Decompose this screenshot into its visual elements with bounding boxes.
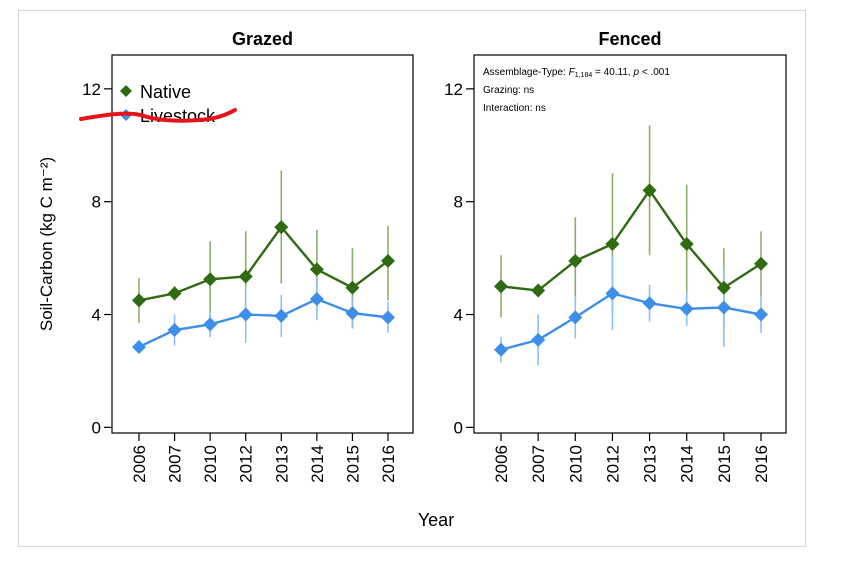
fenced-x-tick-label: 2015 xyxy=(715,445,734,483)
fenced-native-line xyxy=(500,188,762,292)
fenced-livestock-point xyxy=(568,310,583,325)
grazed-y-tick-label: 8 xyxy=(92,193,101,212)
fenced-y-tick-label: 0 xyxy=(454,418,463,437)
fenced-livestock-point xyxy=(605,286,620,301)
grazed-native-point xyxy=(381,253,395,268)
y-axis-label: Soil-Carbon (kg C m⁻²) xyxy=(37,157,56,331)
stats-assemblage-F: F xyxy=(569,67,576,78)
grazed-plot-area xyxy=(111,54,414,434)
fenced-native-point xyxy=(642,183,657,198)
grazed-x-tick-label: 2015 xyxy=(343,445,362,483)
grazed-x-tick-label: 2012 xyxy=(237,445,256,483)
grazed-native-point xyxy=(203,272,218,287)
grazed-livestock-point xyxy=(167,323,182,338)
grazed-native-point xyxy=(167,286,182,301)
fenced-livestock-point xyxy=(642,296,657,311)
stats-assemblage-prefix: Assemblage-Type: xyxy=(483,67,569,78)
stats-assemblage-end: < .001 xyxy=(639,67,670,78)
grazed-native-point xyxy=(238,269,253,284)
grazed-x-tick-label: 2013 xyxy=(272,445,291,483)
grazed-livestock-point xyxy=(309,292,324,307)
stats-assemblage-rest: = 40.11, xyxy=(592,67,633,78)
fenced-livestock-point xyxy=(494,342,508,357)
fenced-x-tick-label: 2016 xyxy=(752,445,771,483)
x-axis-label: Year xyxy=(418,510,454,530)
grazed-x-tick-label: 2016 xyxy=(379,445,398,483)
fenced-x-tick-label: 2010 xyxy=(566,445,585,483)
grazed-y-tick-label: 4 xyxy=(92,306,101,325)
grazed-livestock-point xyxy=(132,339,146,354)
grazed-native-line xyxy=(138,225,389,302)
grazed-livestock-point xyxy=(381,310,395,325)
grazed-native-point xyxy=(345,280,360,295)
grazed-native-point xyxy=(132,293,146,308)
fenced-x-tick-label: 2014 xyxy=(678,445,697,483)
grazed-panel-title: Grazed xyxy=(232,29,293,49)
grazed-livestock-point xyxy=(274,308,289,323)
fenced-y-tick-label: 8 xyxy=(454,193,463,212)
fenced-livestock-point xyxy=(679,301,694,316)
grazed-x-tick-label: 2010 xyxy=(201,445,220,483)
fenced-y-tick-label: 12 xyxy=(444,80,463,99)
fenced-native-point xyxy=(494,279,508,294)
fenced-native-point xyxy=(754,256,768,271)
stats-grazing-text: Grazing: ns xyxy=(483,85,534,96)
stats-assemblage-p: p xyxy=(633,67,640,78)
fenced-native-point xyxy=(716,280,731,295)
grazed-y-tick-label: 0 xyxy=(92,418,101,437)
soil-carbon-chart: Soil-Carbon (kg C m⁻²) Year Grazed 0 4 8 12 200… xyxy=(37,29,787,530)
grazed-livestock-point xyxy=(203,317,218,332)
legend-native-label: Native xyxy=(140,82,191,102)
fenced-livestock-point xyxy=(716,300,731,315)
fenced-x-tick-label: 2012 xyxy=(603,445,622,483)
grazed-livestock-point xyxy=(238,307,253,322)
grazed-livestock-line xyxy=(138,297,389,349)
stats-interaction-text: Interaction: ns xyxy=(483,103,546,114)
grazed-x-tick-label: 2007 xyxy=(166,445,185,483)
grazed-native-point xyxy=(274,220,289,235)
fenced-native-point xyxy=(568,253,583,268)
legend-strikethrough-mark xyxy=(79,108,237,123)
grazed-x-tick-label: 2014 xyxy=(308,445,327,483)
figure-frame: Soil-Carbon (kg C m⁻²) Year Grazed 0 4 8 12 200… xyxy=(18,10,806,547)
fenced-livestock-point xyxy=(754,307,768,322)
fenced-x-tick-label: 2013 xyxy=(641,445,660,483)
fenced-native-point xyxy=(605,237,620,251)
grazed-x-tick-label: 2006 xyxy=(130,445,149,483)
legend-native-marker xyxy=(120,85,132,97)
stats-assemblage-df: 1,184 xyxy=(575,72,593,79)
fenced-livestock-point xyxy=(531,332,546,347)
fenced-x-tick-label: 2006 xyxy=(492,445,511,483)
grazed-native-point xyxy=(309,262,324,277)
fenced-native-point xyxy=(531,283,546,298)
grazed-livestock-point xyxy=(345,306,360,321)
fenced-x-tick-label: 2007 xyxy=(529,445,548,483)
fenced-y-tick-label: 4 xyxy=(454,306,463,325)
stats-assemblage-text: Assemblage-Type: F1,184 = 40.11, p < .00… xyxy=(483,67,670,79)
fenced-plot-area xyxy=(473,54,787,434)
grazed-y-tick-label: 12 xyxy=(82,80,101,99)
fenced-panel-title: Fenced xyxy=(598,29,661,49)
fenced-native-point xyxy=(679,237,694,251)
